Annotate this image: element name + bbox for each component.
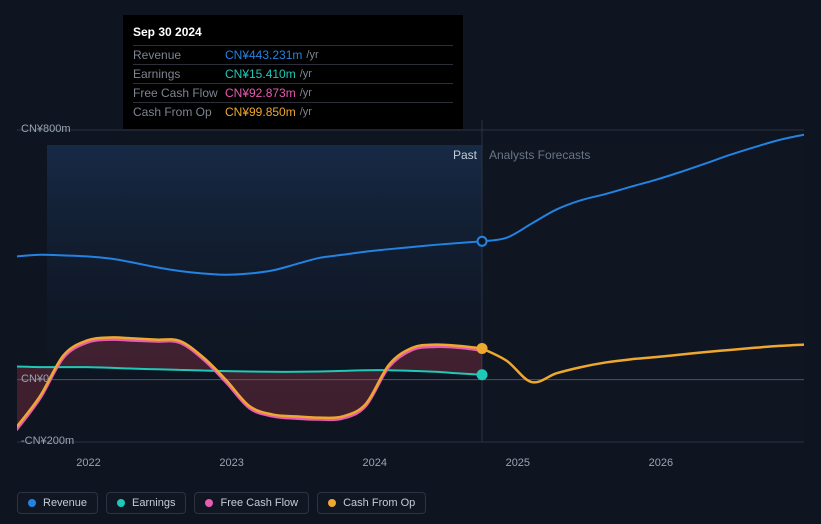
x-tick-label: 2025 [506,457,530,469]
y-tick-label: CN¥800m [21,123,71,135]
legend: Revenue Earnings Free Cash Flow Cash From O… [17,492,426,514]
tooltip-row-unit: /yr [306,49,318,61]
section-label-past: Past [453,148,477,162]
tooltip-row-value: CN¥92.873m [225,86,296,100]
legend-item-earnings[interactable]: Earnings [106,492,186,514]
y-tick-label: CN¥0 [21,373,49,385]
legend-item-cashop[interactable]: Cash From Op [317,492,426,514]
section-label-forecast: Analysts Forecasts [489,148,590,162]
legend-item-label: Cash From Op [343,497,415,509]
legend-dot-icon [117,499,125,507]
legend-item-label: Free Cash Flow [220,497,298,509]
tooltip-row-unit: /yr [300,106,312,118]
legend-dot-icon [28,499,36,507]
tooltip-row: Free Cash FlowCN¥92.873m/yr [133,83,453,102]
y-tick-label: -CN¥200m [21,435,74,447]
tooltip-row-unit: /yr [300,87,312,99]
tooltip-row-label: Cash From Op [133,105,225,119]
legend-item-label: Earnings [132,497,175,509]
chart-tooltip: Sep 30 2024 RevenueCN¥443.231m/yrEarning… [123,15,463,129]
tooltip-row-label: Earnings [133,67,225,81]
tooltip-row-value: CN¥15.410m [225,67,296,81]
tooltip-row-value: CN¥99.850m [225,105,296,119]
tooltip-row: EarningsCN¥15.410m/yr [133,64,453,83]
legend-item-label: Revenue [43,497,87,509]
x-tick-label: 2022 [76,457,100,469]
legend-dot-icon [205,499,213,507]
tooltip-row-label: Revenue [133,48,225,62]
tooltip-date: Sep 30 2024 [133,21,453,45]
tooltip-row: Cash From OpCN¥99.850m/yr [133,102,453,121]
tooltip-row-value: CN¥443.231m [225,48,302,62]
legend-item-fcf[interactable]: Free Cash Flow [194,492,309,514]
x-tick-label: 2026 [649,457,673,469]
tooltip-row-label: Free Cash Flow [133,86,225,100]
tooltip-row: RevenueCN¥443.231m/yr [133,45,453,64]
tooltip-row-unit: /yr [300,68,312,80]
x-tick-label: 2024 [362,457,386,469]
legend-dot-icon [328,499,336,507]
x-tick-label: 2023 [219,457,243,469]
legend-item-revenue[interactable]: Revenue [17,492,98,514]
